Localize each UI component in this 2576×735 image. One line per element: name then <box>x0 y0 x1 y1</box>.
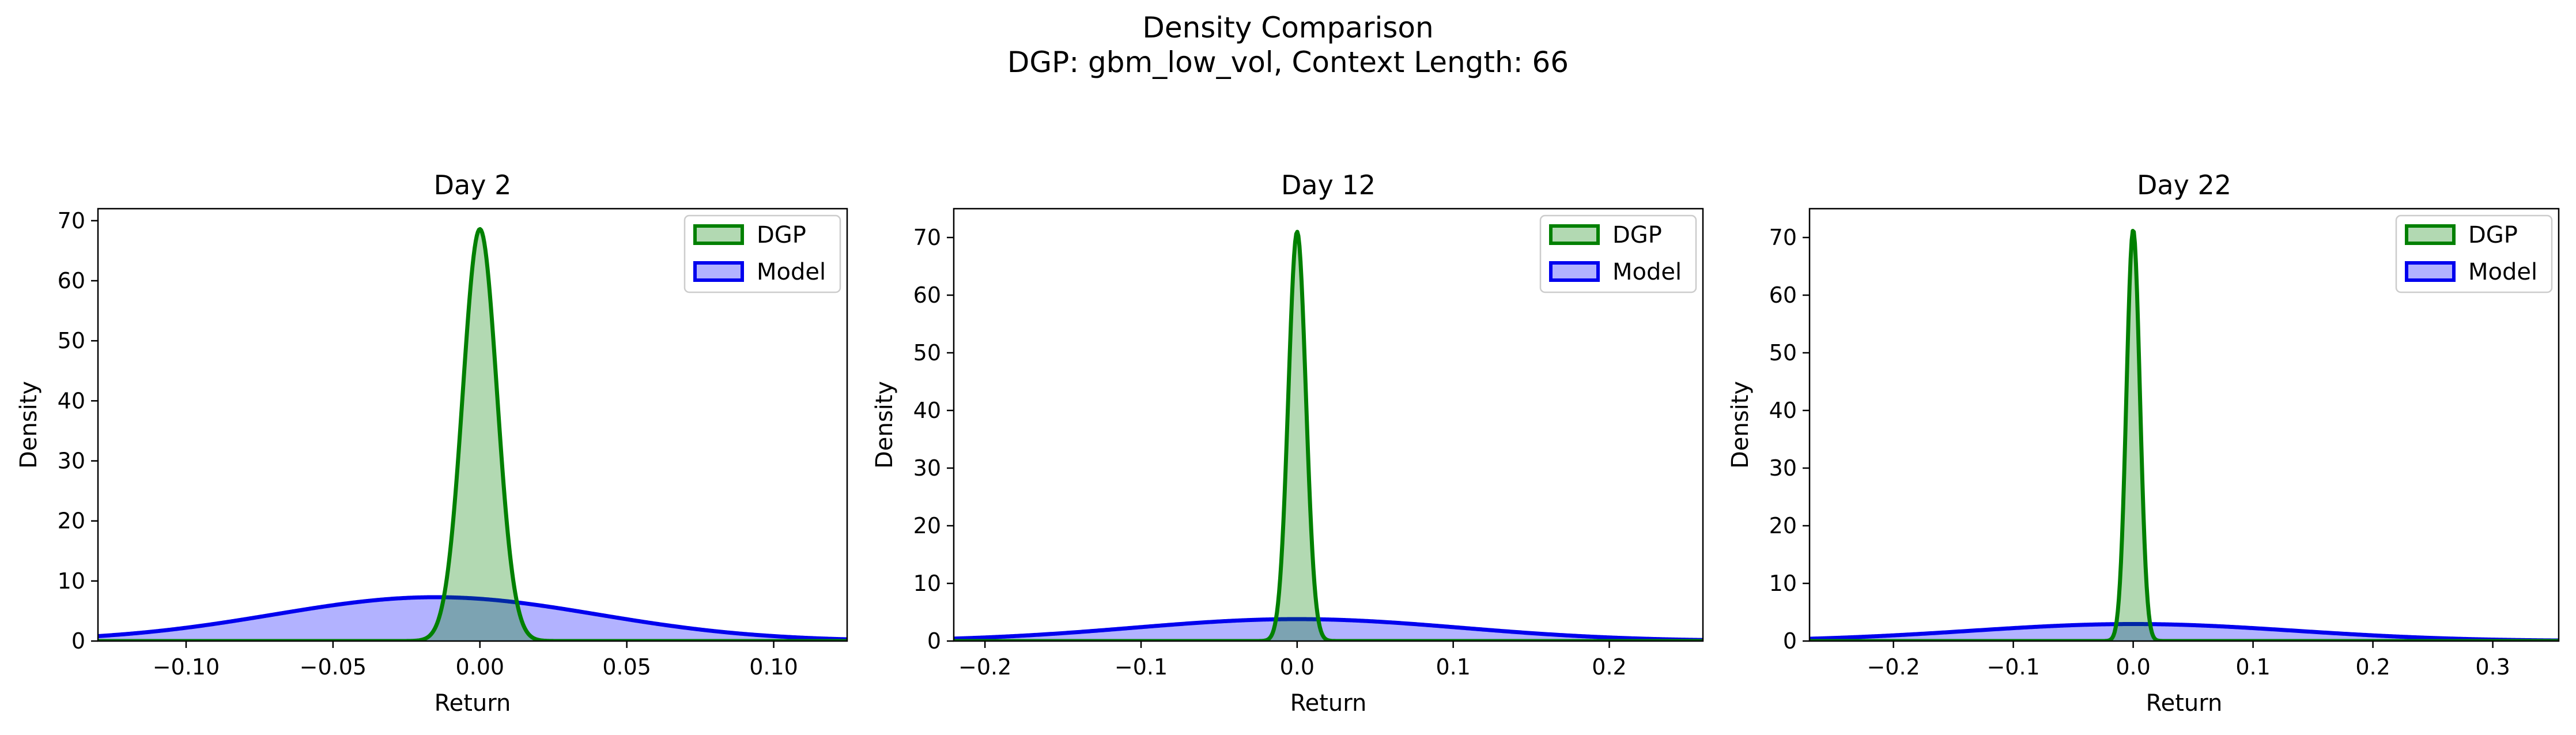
dgp-legend-label: DGP <box>1612 222 1662 248</box>
y-tick-label: 10 <box>58 568 85 594</box>
density-curves <box>954 229 1703 641</box>
y-tick-label: 70 <box>913 225 941 250</box>
figure-subtitle: DGP: gbm_low_vol, Context Length: 66 <box>1007 46 1569 79</box>
model-density-fill <box>98 597 847 641</box>
y-tick-label: 60 <box>1769 282 1797 308</box>
x-tick-label: −0.2 <box>1867 654 1920 680</box>
model-density-line <box>98 595 847 641</box>
y-tick-label: 0 <box>71 628 85 654</box>
model-density-fill <box>954 619 1703 641</box>
y-tick-label: 0 <box>927 628 941 654</box>
y-tick-label: 10 <box>1769 571 1797 596</box>
model-density-line <box>1810 622 2559 641</box>
y-axis-label: Density <box>1727 381 1754 469</box>
y-tick-label: 0 <box>1783 628 1797 654</box>
y-tick-label: 40 <box>1769 398 1797 423</box>
model-legend-label: Model <box>2468 259 2537 285</box>
x-tick-label: 0.1 <box>1436 654 1470 680</box>
y-tick-label: 70 <box>58 208 85 233</box>
x-tick-label: −0.1 <box>1986 654 2039 680</box>
y-tick-label: 50 <box>58 328 85 353</box>
figure-title: Density Comparison <box>1142 11 1434 44</box>
y-tick-label: 60 <box>58 268 85 293</box>
dgp-legend-label: DGP <box>757 222 806 248</box>
y-tick-label: 70 <box>1769 225 1797 250</box>
dgp-legend-swatch <box>693 224 744 245</box>
x-tick-label: 0.0 <box>2116 654 2150 680</box>
y-tick-label: 60 <box>913 282 941 308</box>
y-tick-label: 30 <box>58 448 85 474</box>
dgp-legend-swatch <box>1549 224 1600 245</box>
dgp-density-line <box>98 227 847 641</box>
legend-box <box>1539 214 1697 293</box>
y-tick-label: 10 <box>913 571 941 596</box>
model-density-line <box>954 617 1703 641</box>
x-tick-label: 0.00 <box>455 654 504 680</box>
dgp-legend-swatch <box>2405 224 2456 245</box>
x-tick-label: 0.0 <box>1280 654 1315 680</box>
y-tick-label: 40 <box>58 388 85 413</box>
x-tick-label: −0.2 <box>958 654 1011 680</box>
y-tick-label: 40 <box>913 398 941 423</box>
x-tick-label: 0.1 <box>2235 654 2270 680</box>
dgp-density-fill <box>98 229 847 641</box>
dgp-density-fill <box>954 232 1703 641</box>
subplot-title: Day 2 <box>434 169 512 201</box>
x-tick-label: 0.10 <box>749 654 798 680</box>
dgp-legend-label: DGP <box>2468 222 2518 248</box>
x-tick-label: 0.2 <box>1592 654 1626 680</box>
legend-box <box>683 214 841 293</box>
model-legend-swatch <box>1549 261 1600 282</box>
x-axis-label: Return <box>2146 690 2223 717</box>
legend-box <box>2395 214 2553 293</box>
density-curves <box>98 227 847 641</box>
axes-frame <box>953 208 1704 642</box>
y-tick-label: 50 <box>913 340 941 365</box>
subplot-title: Day 22 <box>2137 169 2231 201</box>
x-tick-label: −0.05 <box>300 654 367 680</box>
x-tick-label: 0.3 <box>2475 654 2510 680</box>
x-tick-label: 0.05 <box>602 654 651 680</box>
y-axis-label: Density <box>871 381 898 469</box>
model-legend-label: Model <box>757 259 826 285</box>
axes-frame <box>1808 208 2560 642</box>
x-tick-label: 0.2 <box>2355 654 2390 680</box>
x-tick-label: −0.1 <box>1115 654 1168 680</box>
y-tick-label: 20 <box>58 508 85 534</box>
legend: DGP Model <box>1539 214 1697 293</box>
dgp-density-line <box>954 229 1703 641</box>
subplot-title: Day 12 <box>1281 169 1376 201</box>
model-legend-swatch <box>693 261 744 282</box>
x-axis-label: Return <box>1290 690 1367 717</box>
axes-frame <box>97 208 848 642</box>
y-tick-label: 20 <box>1769 513 1797 538</box>
subplot-1: −0.10 −0.05 0.00 0.05 0.10 0 10 20 30 40 50 60 70 Day… <box>16 169 848 717</box>
subplot-3: −0.2 −0.1 0.0 0.1 0.2 0.3 0 10 20 30 40 50 60 70 Day 2… <box>1727 169 2560 717</box>
model-legend-label: Model <box>1612 259 1682 285</box>
x-tick-label: −0.10 <box>153 654 220 680</box>
model-legend-swatch <box>2405 261 2456 282</box>
y-tick-label: 30 <box>1769 455 1797 481</box>
density-curves <box>1810 228 2559 641</box>
y-tick-label: 30 <box>913 455 941 481</box>
y-tick-label: 50 <box>1769 340 1797 365</box>
legend: DGP Model <box>2395 214 2553 293</box>
x-axis-label: Return <box>435 690 511 717</box>
legend: DGP Model <box>683 214 841 293</box>
y-axis-label: Density <box>16 381 42 469</box>
subplot-2: −0.2 −0.1 0.0 0.1 0.2 0 10 20 30 40 50 60 70 Day 12 Re… <box>871 169 1704 717</box>
y-tick-label: 20 <box>913 513 941 538</box>
